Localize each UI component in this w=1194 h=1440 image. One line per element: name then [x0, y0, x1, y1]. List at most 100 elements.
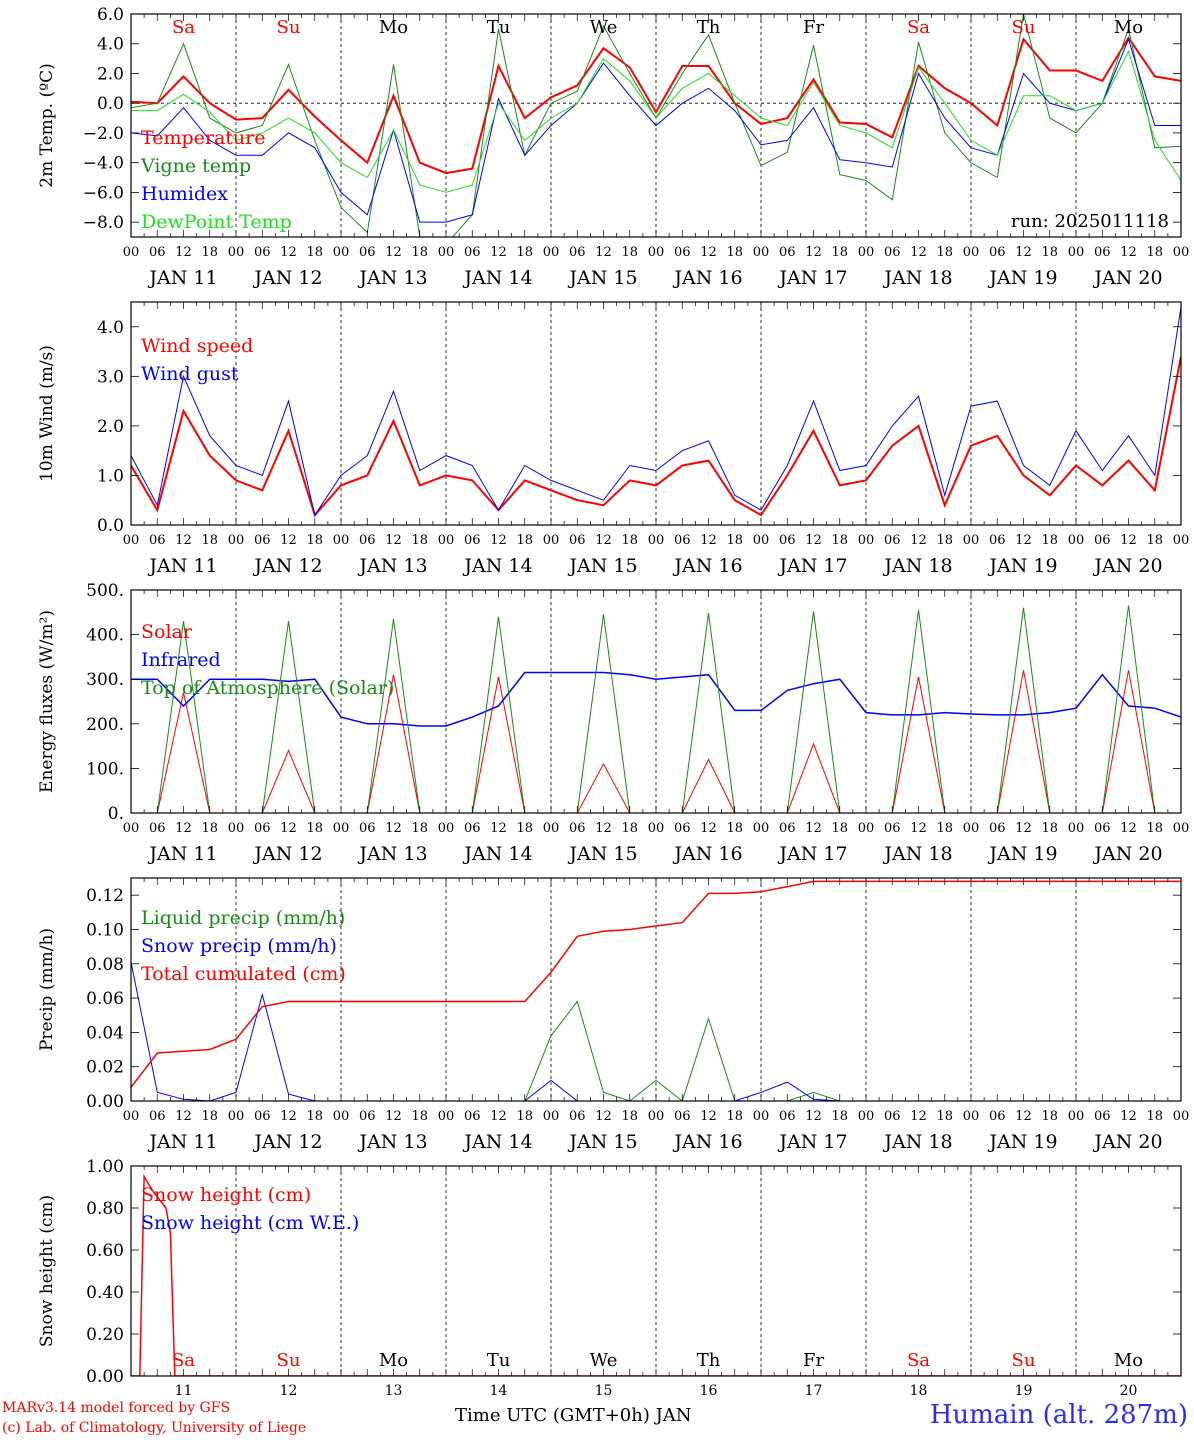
- y-tick-label: 0.0: [97, 516, 124, 536]
- y-tick-label: 0.06: [86, 989, 124, 1009]
- x-hour-label: 00: [333, 1109, 350, 1124]
- x-hour-label: 00: [648, 1109, 665, 1124]
- weekday-label: Fr: [803, 1350, 824, 1371]
- y-axis-label: 2m Temp. (ºC): [37, 63, 57, 188]
- x-hour-label: 00: [123, 533, 140, 548]
- x-day-label: JAN 20: [1092, 267, 1162, 289]
- x-day-label: JAN 13: [357, 1131, 427, 1153]
- series-line-total-cumulated-cm-: [131, 880, 1181, 1088]
- x-hour-label: 18: [621, 245, 638, 260]
- x-hour-label: 12: [1015, 821, 1032, 836]
- x-hour-label: 06: [884, 1109, 901, 1124]
- x-hour-label: 00: [228, 1109, 245, 1124]
- x-hour-label: 00: [543, 821, 560, 836]
- x-hour-label: 12: [490, 1109, 507, 1124]
- weekday-label: Tu: [487, 17, 511, 38]
- weekday-label: Sa: [172, 1350, 195, 1371]
- x-hour-label: 00: [753, 245, 770, 260]
- x-hour-label: 18: [516, 821, 533, 836]
- x-day-label: JAN 11: [147, 843, 217, 865]
- x-hour-label: 18: [1041, 1109, 1058, 1124]
- series-line-snow-precip-mm-h-: [131, 962, 1181, 1101]
- x-hour-label: 06: [1094, 245, 1111, 260]
- panel-5: 0.00 0.20 0.40 0.60 0.80 1.00 Snow height (cm)…: [37, 1157, 1182, 1399]
- x-hour-label: 12: [1120, 821, 1137, 836]
- x-hour-label: 06: [779, 1109, 796, 1124]
- x-hour-label: 00: [1173, 245, 1190, 260]
- x-day-label: JAN 18: [882, 555, 952, 577]
- x-day-label: JAN 16: [672, 843, 742, 865]
- series-group: [131, 605, 1181, 813]
- x-day-label: JAN 15: [567, 843, 637, 865]
- y-tick-label: 200.: [86, 715, 124, 735]
- day-number-label: 19: [1015, 1383, 1033, 1399]
- x-hour-label: 12: [805, 821, 822, 836]
- weekday-label: We: [590, 17, 618, 38]
- x-hour-label: 12: [595, 1109, 612, 1124]
- x-hour-label: 18: [831, 1109, 848, 1124]
- day-number-label: 16: [700, 1383, 718, 1399]
- x-hour-label: 12: [805, 1109, 822, 1124]
- x-hour-label: 00: [648, 821, 665, 836]
- x-hour-label: 18: [1146, 1109, 1163, 1124]
- day-number-label: 11: [175, 1383, 193, 1399]
- x-hour-label: 18: [726, 245, 743, 260]
- x-hour-label: 06: [149, 533, 166, 548]
- x-hour-label: 18: [411, 533, 428, 548]
- y-tick-label: 1.0: [97, 466, 124, 486]
- y-tick-label: −2.0: [83, 124, 124, 144]
- x-hour-label: 18: [1146, 245, 1163, 260]
- x-hour-label: 00: [123, 1109, 140, 1124]
- x-hour-label: 00: [228, 821, 245, 836]
- x-hour-label: 12: [280, 533, 297, 548]
- x-hour-label: 06: [989, 821, 1006, 836]
- credit-line-1: MARv3.14 model forced by GFS: [2, 1400, 231, 1416]
- series-line-liquid-precip-mm-h-: [131, 1000, 1181, 1101]
- x-day-label: JAN 16: [672, 267, 742, 289]
- x-hour-label: 06: [1094, 1109, 1111, 1124]
- day-number-label: 13: [385, 1383, 403, 1399]
- series-line-snow-height-cm-: [131, 1173, 1181, 1376]
- y-tick-label: 1.00: [86, 1157, 124, 1177]
- x-hour-label: 00: [438, 1109, 455, 1124]
- time-axis-label: Time UTC (GMT+0h) JAN: [455, 1405, 692, 1426]
- series-group: [131, 306, 1181, 518]
- x-hour-label: 06: [359, 821, 376, 836]
- x-hour-label: 06: [569, 821, 586, 836]
- x-hour-label: 12: [385, 245, 402, 260]
- x-hour-label: 18: [201, 821, 218, 836]
- weekday-label: Sa: [172, 17, 195, 38]
- x-hour-label: 12: [595, 245, 612, 260]
- y-tick-label: 0.00: [86, 1092, 124, 1112]
- series-line-humidex: [131, 37, 1181, 223]
- x-hour-label: 06: [569, 1109, 586, 1124]
- y-tick-label: 0.12: [86, 886, 124, 906]
- x-hour-label: 18: [726, 821, 743, 836]
- x-hour-label: 06: [674, 245, 691, 260]
- weekday-label: Th: [697, 17, 721, 38]
- series-line-top-of-atmosphere-solar-: [131, 605, 1181, 813]
- panel-4: 0.00 0.02 0.04 0.06 0.08 0.10 0.12 Precip (mm/h…: [37, 877, 1189, 1153]
- x-day-label: JAN 14: [462, 1131, 532, 1153]
- weekday-label: Su: [277, 1350, 301, 1371]
- x-hour-label: 12: [1120, 245, 1137, 260]
- legend-entry: Vigne temp: [140, 155, 251, 177]
- x-hour-label: 06: [254, 245, 271, 260]
- x-hour-label: 06: [989, 245, 1006, 260]
- x-hour-label: 18: [1146, 533, 1163, 548]
- x-day-label: JAN 14: [462, 267, 532, 289]
- legend-entry: Infrared: [141, 649, 221, 671]
- series-line-infrared: [131, 671, 1181, 727]
- y-tick-label: −8.0: [83, 213, 124, 233]
- x-hour-label: 18: [936, 533, 953, 548]
- series-group: [131, 14, 1181, 237]
- legend-entry: Humidex: [141, 183, 228, 205]
- x-hour-label: 00: [648, 533, 665, 548]
- x-hour-label: 06: [149, 1109, 166, 1124]
- x-hour-label: 06: [464, 533, 481, 548]
- x-hour-label: 00: [858, 1109, 875, 1124]
- x-hour-label: 12: [910, 821, 927, 836]
- x-hour-label: 12: [175, 1109, 192, 1124]
- y-tick-label: 4.0: [97, 318, 124, 338]
- series-line-wind-speed: [131, 356, 1181, 518]
